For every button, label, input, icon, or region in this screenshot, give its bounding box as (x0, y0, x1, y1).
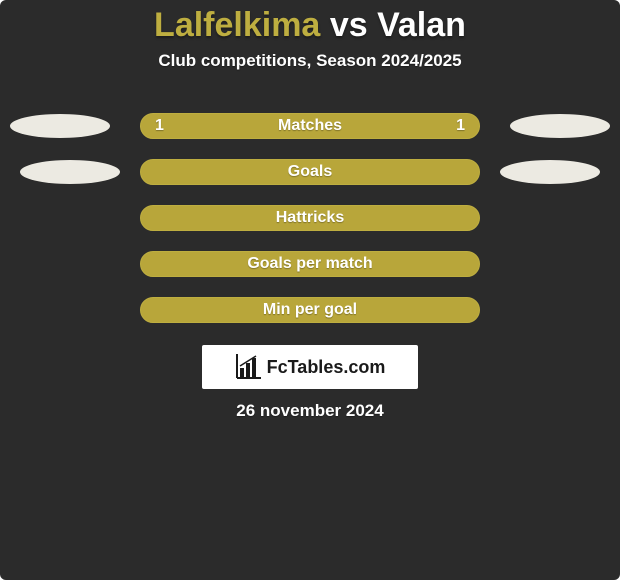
logo-box: FcTables.com (202, 345, 418, 389)
comparison-card: Lalfelkima vs Valan Club competitions, S… (0, 0, 620, 580)
player1-marker (20, 160, 120, 184)
stat-row: Matches 1 1 (0, 113, 620, 139)
stat-bar: Matches 1 1 (140, 113, 480, 139)
stat-bar: Hattricks (140, 205, 480, 231)
stat-bar: Min per goal (140, 297, 480, 323)
subtitle: Club competitions, Season 2024/2025 (0, 51, 620, 71)
stat-label: Hattricks (276, 209, 344, 227)
stat-label: Matches (278, 117, 342, 135)
stat-row: Goals (0, 159, 620, 185)
stat-value-left: 1 (155, 117, 164, 135)
player1-marker (10, 114, 110, 138)
stat-rows: Matches 1 1 Goals Hattricks Goals per match Mi… (0, 113, 620, 323)
player2-name: Valan (377, 6, 466, 44)
logo-text: FcTables.com (267, 357, 386, 378)
stat-row: Goals per match (0, 251, 620, 277)
stat-bar: Goals per match (140, 251, 480, 277)
date: 26 november 2024 (0, 401, 620, 421)
player2-marker (500, 160, 600, 184)
stat-value-right: 1 (456, 117, 465, 135)
stat-row: Hattricks (0, 205, 620, 231)
stat-row: Min per goal (0, 297, 620, 323)
vs-text: vs (330, 6, 368, 44)
bar-chart-icon (235, 354, 261, 380)
page-title: Lalfelkima vs Valan (0, 0, 620, 45)
stat-label: Goals per match (247, 255, 372, 273)
player1-name: Lalfelkima (154, 6, 320, 44)
stat-label: Min per goal (263, 301, 357, 319)
stat-label: Goals (288, 163, 332, 181)
player2-marker (510, 114, 610, 138)
stat-bar: Goals (140, 159, 480, 185)
